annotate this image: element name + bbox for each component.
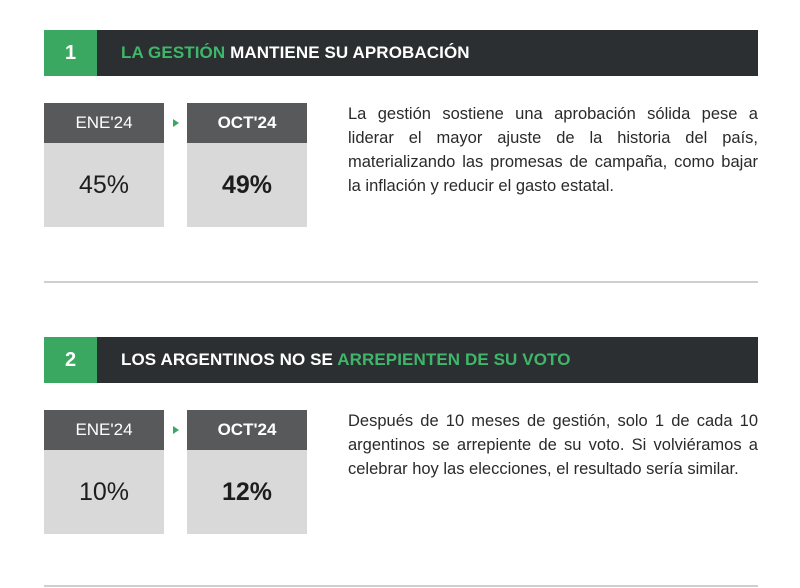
divider (44, 281, 758, 283)
after-label: OCT'24 (187, 410, 307, 450)
before-label: ENE'24 (44, 103, 164, 143)
after-value: 12% (187, 450, 307, 534)
section-vote-regret: 2 LOS ARGENTINOS NO SE ARREPIENTEN DE SU… (44, 337, 758, 534)
after-label: OCT'24 (187, 103, 307, 143)
before-stat-box: ENE'24 45% (44, 103, 164, 227)
title-rest: MANTIENE SU APROBACIÓN (225, 43, 470, 62)
section-number: 1 (44, 30, 97, 76)
after-stat-box: OCT'24 49% (187, 103, 307, 227)
section-description: La gestión sostiene una aprobación sólid… (348, 105, 758, 195)
arrow-right-icon (164, 410, 187, 450)
section-header: 1 LA GESTIÓN MANTIENE SU APROBACIÓN (44, 30, 758, 76)
before-value: 45% (44, 143, 164, 227)
stats-row: ENE'24 45% OCT'24 49% La gestión sostien… (44, 103, 758, 227)
section-title: LA GESTIÓN MANTIENE SU APROBACIÓN (97, 43, 470, 63)
before-stat-box: ENE'24 10% (44, 410, 164, 534)
section-header: 2 LOS ARGENTINOS NO SE ARREPIENTEN DE SU… (44, 337, 758, 383)
arrow-right-icon (164, 103, 187, 143)
stats-row: ENE'24 10% OCT'24 12% Después de 10 mese… (44, 410, 758, 534)
title-highlight: ARREPIENTEN DE SU VOTO (337, 350, 571, 369)
section-approval: 1 LA GESTIÓN MANTIENE SU APROBACIÓN ENE'… (44, 30, 758, 227)
section-description: Después de 10 meses de gestión, solo 1 d… (348, 412, 758, 478)
section-title: LOS ARGENTINOS NO SE ARREPIENTEN DE SU V… (97, 350, 571, 370)
after-value: 49% (187, 143, 307, 227)
divider (44, 585, 758, 587)
section-number: 2 (44, 337, 97, 383)
before-value: 10% (44, 450, 164, 534)
after-stat-box: OCT'24 12% (187, 410, 307, 534)
title-highlight: LA GESTIÓN (121, 43, 226, 62)
before-label: ENE'24 (44, 410, 164, 450)
title-start: LOS ARGENTINOS NO SE (121, 350, 338, 369)
